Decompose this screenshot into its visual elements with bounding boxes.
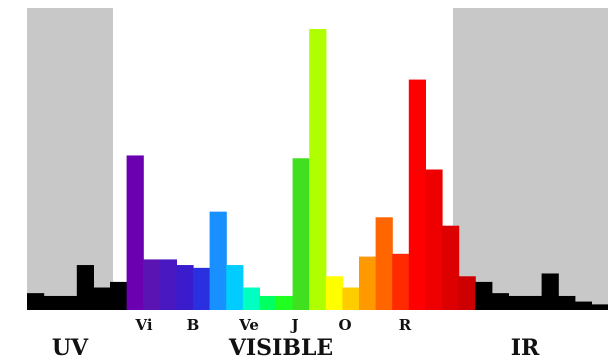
spectrum-bar xyxy=(558,295,576,310)
spectrum-bar xyxy=(60,295,78,310)
region-label-visible: VISIBLE xyxy=(228,335,333,358)
band-label-j: J xyxy=(289,316,298,334)
spectrum-bar xyxy=(27,293,45,310)
spectrum-bar xyxy=(392,253,410,310)
ir-region-background xyxy=(453,8,608,310)
spectrum-bar xyxy=(110,281,128,310)
spectrum-bar xyxy=(458,276,476,310)
spectrum-bar xyxy=(591,304,608,310)
spectrum-bar xyxy=(143,259,161,310)
spectrum-bar xyxy=(425,169,443,310)
band-labels: Vi B Ve J O R xyxy=(134,316,411,334)
spectrum-bar xyxy=(226,265,244,310)
band-label-b: B xyxy=(187,316,200,334)
spectrum-bar xyxy=(193,267,211,310)
spectrum-bar xyxy=(209,211,227,310)
spectrum-bar xyxy=(375,217,393,310)
spectrum-bar xyxy=(159,259,177,310)
spectrum-bar xyxy=(126,155,144,310)
spectrum-bar xyxy=(309,29,327,310)
spectrum-bar xyxy=(491,293,509,310)
spectrum-bar xyxy=(292,158,310,310)
spectrum-bar xyxy=(442,225,460,310)
bar-series xyxy=(27,29,608,310)
spectrum-bar xyxy=(43,295,61,310)
spectrum-bar xyxy=(76,265,94,310)
spectrum-bar xyxy=(359,256,377,310)
spectrum-bar xyxy=(408,79,426,310)
spectrum-bar xyxy=(276,295,294,310)
spectrum-bar xyxy=(342,287,360,310)
spectrum-bar xyxy=(525,295,543,310)
spectrum-bar xyxy=(325,276,343,310)
region-label-uv: UV xyxy=(52,335,89,358)
region-label-ir: IR xyxy=(511,335,540,358)
spectrum-bar xyxy=(508,295,526,310)
band-label-r: R xyxy=(399,316,412,334)
uv-region-background xyxy=(27,8,113,310)
spectrum-bar xyxy=(242,287,260,310)
spectrum-bar xyxy=(475,281,493,310)
spectrum-bar xyxy=(176,265,194,310)
band-label-vi: Vi xyxy=(134,316,152,334)
spectrum-bar xyxy=(574,301,592,310)
band-label-ve: Ve xyxy=(238,316,259,334)
region-labels: UV VISIBLE IR xyxy=(52,335,540,358)
spectrum-bar xyxy=(259,295,277,310)
spectrum-bar xyxy=(541,273,559,310)
band-label-o: O xyxy=(338,316,351,334)
spectrum-bar xyxy=(93,287,111,310)
